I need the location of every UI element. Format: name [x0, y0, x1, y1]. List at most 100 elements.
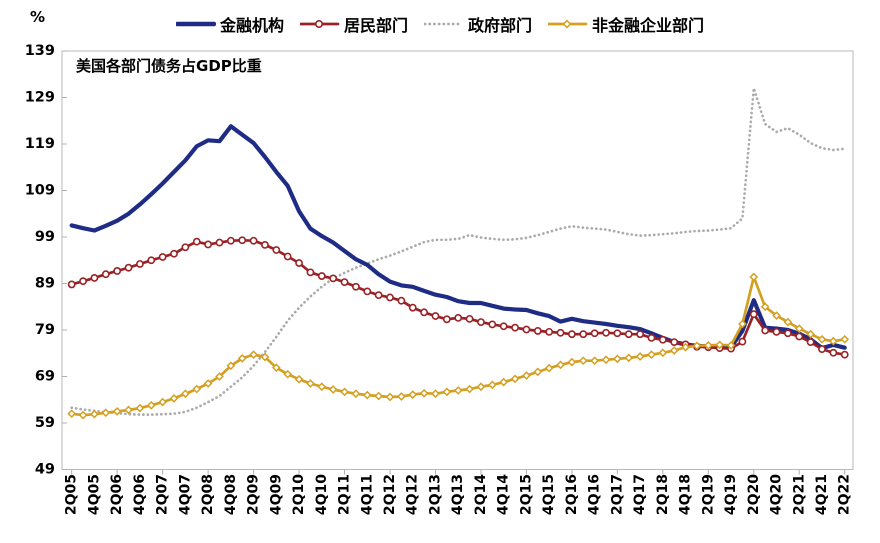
series-marker-household [90, 274, 99, 282]
series-marker-household [761, 326, 770, 335]
series-marker-household [647, 334, 656, 342]
series-marker-nonfinancial-corporate [487, 380, 497, 390]
x-axis-tick-label: 4Q17 [632, 474, 648, 515]
x-axis-tick-label: 4Q11 [359, 474, 375, 515]
series-marker-nonfinancial-corporate [192, 384, 202, 394]
legend-label-financial-institutions: 金融机构 [219, 16, 284, 35]
series-marker-nonfinancial-corporate [703, 340, 713, 350]
y-axis-tick-label: 119 [25, 136, 55, 152]
x-axis-tick-label: 4Q13 [450, 474, 466, 515]
x-axis-tick-label: 2Q09 [246, 474, 262, 515]
series-marker-nonfinancial-corporate [738, 319, 747, 329]
series-marker-household [136, 260, 144, 268]
legend-item-financial-institutions: 金融机构 [175, 12, 284, 36]
series-marker-household [795, 332, 804, 341]
series-marker-nonfinancial-corporate [135, 403, 145, 413]
x-axis-tick-label: 4Q21 [814, 474, 830, 515]
series-marker-nonfinancial-corporate [101, 408, 111, 418]
series-marker-nonfinancial-corporate [78, 410, 88, 420]
series-marker-household [181, 243, 190, 252]
y-axis-tick-label: 69 [35, 369, 55, 385]
series-marker-household [749, 310, 758, 319]
series-marker-nonfinancial-corporate [408, 390, 418, 399]
series-marker-household [670, 338, 679, 346]
series-marker-nonfinancial-corporate [510, 374, 520, 384]
series-marker-nonfinancial-corporate [635, 352, 645, 361]
y-axis-tick-label: 59 [35, 415, 55, 431]
series-marker-household [613, 329, 622, 338]
series-marker-household [477, 318, 485, 326]
series-marker-nonfinancial-corporate [783, 317, 793, 327]
x-axis-tick-label: 4Q05 [86, 474, 102, 515]
legend-swatch-government [424, 22, 464, 26]
legend-item-nonfinancial-corporate: 非金融企业部门 [548, 12, 704, 36]
legend-item-household: 居民部门 [299, 12, 408, 36]
x-axis-tick-label: 2Q11 [337, 474, 353, 515]
series-marker-nonfinancial-corporate [794, 324, 804, 333]
series-marker-household [317, 272, 326, 280]
series-marker-household [488, 320, 497, 329]
series-marker-nonfinancial-corporate [67, 409, 77, 419]
x-axis-tick-label: 2Q17 [609, 474, 625, 515]
series-marker-household [806, 338, 815, 346]
series-marker-nonfinancial-corporate [215, 372, 224, 381]
y-axis-tick-label: 129 [25, 90, 55, 106]
series-marker-household [272, 246, 281, 254]
y-axis-tick-label: 79 [35, 322, 55, 338]
series-marker-household [261, 241, 269, 249]
series-marker-nonfinancial-corporate [760, 302, 770, 312]
series-marker-household [624, 330, 633, 339]
series-marker-nonfinancial-corporate [681, 342, 690, 352]
series-marker-nonfinancial-corporate [647, 350, 656, 360]
x-axis-tick-label: 4Q16 [587, 474, 603, 515]
x-axis-tick-label: 2Q22 [837, 474, 853, 515]
series-marker-nonfinancial-corporate [431, 389, 440, 399]
plot-border [61, 50, 854, 470]
series-marker-household [545, 327, 554, 336]
series-marker-household [249, 236, 258, 245]
x-axis-tick-label: 4Q20 [769, 474, 785, 515]
x-axis-tick-label: 4Q08 [223, 474, 239, 515]
series-marker-nonfinancial-corporate [328, 385, 338, 394]
series-marker-nonfinancial-corporate [476, 382, 486, 392]
series-marker-household [829, 348, 838, 357]
series-marker-nonfinancial-corporate [442, 387, 452, 397]
series-marker-household [363, 287, 372, 296]
series-marker-nonfinancial-corporate [181, 389, 190, 399]
x-axis-tick-label: 2Q12 [382, 474, 398, 515]
x-axis-tick-label: 4Q12 [405, 474, 421, 515]
series-marker-nonfinancial-corporate [669, 346, 679, 355]
series-marker-household [204, 240, 213, 249]
series-marker-household [840, 350, 849, 359]
legend-item-government: 政府部门 [424, 12, 532, 36]
x-axis-tick-label: 4Q18 [678, 474, 694, 515]
x-axis-tick-label: 2Q10 [291, 474, 307, 515]
series-marker-household [170, 249, 178, 258]
x-axis-tick-label: 2Q13 [427, 474, 443, 515]
series-marker-nonfinancial-corporate [613, 354, 622, 364]
y-axis-tick-label: 139 [25, 43, 55, 59]
y-axis-tick-label: 99 [35, 229, 55, 245]
series-marker-nonfinancial-corporate [419, 388, 429, 398]
series-marker-nonfinancial-corporate [294, 374, 304, 384]
series-marker-nonfinancial-corporate [169, 393, 179, 403]
series-marker-nonfinancial-corporate [533, 367, 543, 377]
series-marker-nonfinancial-corporate [453, 386, 463, 395]
series-marker-household [431, 312, 440, 320]
series-marker-household [511, 323, 519, 332]
series-marker-household [408, 303, 417, 312]
series-marker-household [636, 330, 644, 339]
series-marker-nonfinancial-corporate [465, 384, 474, 394]
x-axis-tick-label: 2Q19 [700, 474, 716, 515]
series-marker-household [351, 282, 360, 291]
x-axis-tick-label: 2Q06 [109, 474, 125, 515]
legend-label-nonfinancial-corporate: 非金融企业部门 [592, 16, 705, 35]
y-axis-tick-label: 89 [35, 276, 55, 292]
series-marker-nonfinancial-corporate [112, 407, 122, 416]
series-marker-household [772, 327, 781, 336]
series-marker-household [79, 277, 87, 286]
series-marker-nonfinancial-corporate [828, 336, 838, 346]
x-axis-tick-label: 4Q07 [177, 474, 193, 515]
legend-swatch-nonfinancial-corporate [548, 19, 588, 29]
